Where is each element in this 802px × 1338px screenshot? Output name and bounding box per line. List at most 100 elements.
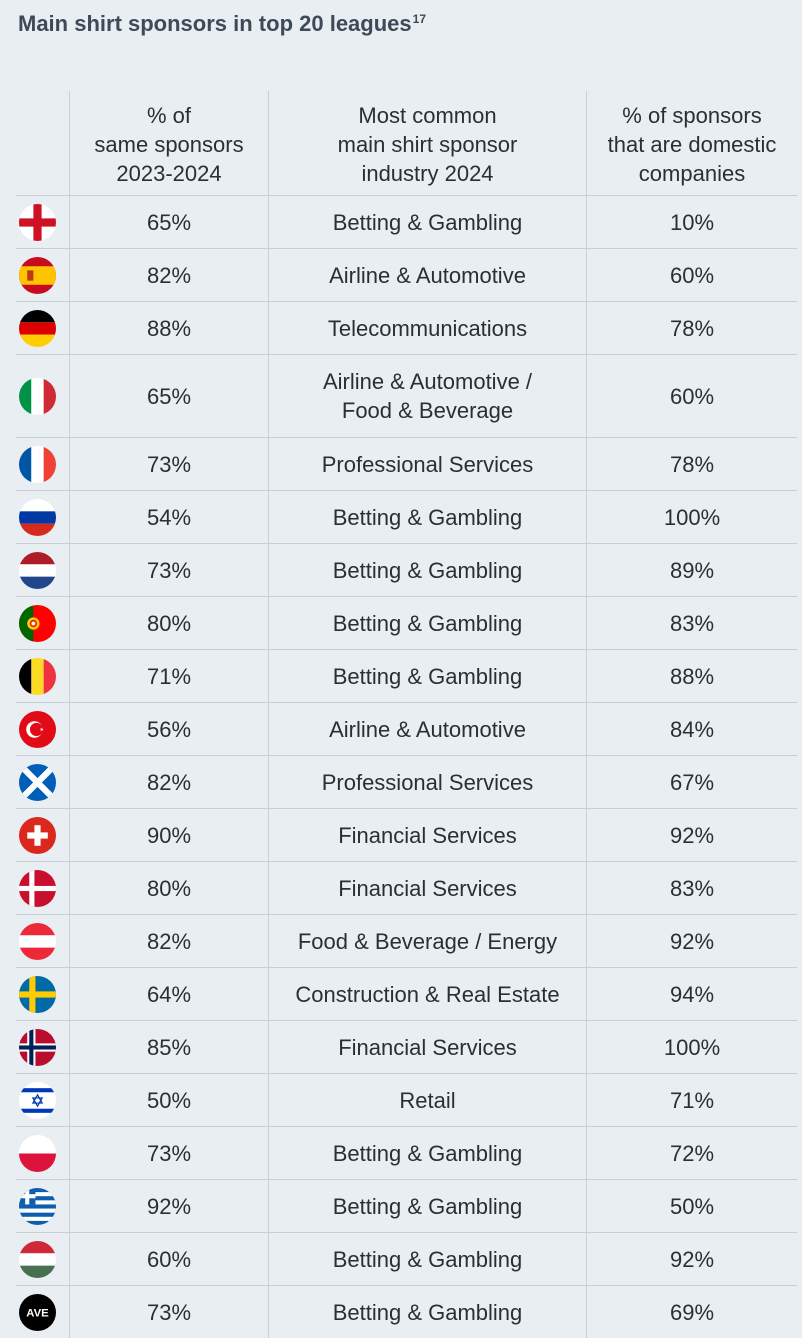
- header-line: companies: [638, 160, 746, 186]
- header-line: Most common: [358, 102, 497, 128]
- flag-cell: [16, 302, 69, 354]
- flag-cell: [16, 756, 69, 808]
- industry-value: Telecommunications: [327, 315, 528, 341]
- norway-flag-icon: [19, 1028, 56, 1066]
- industry-value: Professional Services: [321, 451, 534, 477]
- russia-flag-icon: [19, 498, 56, 536]
- domestic-value: 92%: [586, 1233, 797, 1285]
- table-row: 73% Professional Services 78%: [16, 438, 797, 491]
- flag-cell: [16, 1127, 69, 1179]
- industry-cell: Betting & Gambling: [268, 491, 586, 543]
- table-row: 71% Betting & Gambling 88%: [16, 650, 797, 703]
- same-sponsors-value: 50%: [69, 1074, 268, 1126]
- domestic-value: 84%: [586, 703, 797, 755]
- france-flag-icon: [19, 445, 56, 483]
- domestic-value: 50%: [586, 1180, 797, 1232]
- table-row: 56% Airline & Automotive 84%: [16, 703, 797, 756]
- header-line: same sponsors: [94, 131, 244, 157]
- domestic-value: 100%: [586, 1021, 797, 1073]
- turkey-flag-icon: [19, 710, 56, 748]
- industry-cell: Betting & Gambling: [268, 1127, 586, 1179]
- flag-cell: [16, 438, 69, 490]
- industry-value: Financial Services: [338, 1034, 517, 1060]
- same-sponsors-value: 92%: [69, 1180, 268, 1232]
- same-sponsors-value: 54%: [69, 491, 268, 543]
- israel-flag-icon: [19, 1081, 56, 1119]
- same-sponsors-value: 80%: [69, 862, 268, 914]
- table-row: 65% Betting & Gambling 10%: [16, 196, 797, 249]
- industry-cell: Financial Services: [268, 862, 586, 914]
- domestic-value: 60%: [586, 355, 797, 437]
- industry-value: Betting & Gambling: [332, 557, 523, 583]
- industry-cell: Betting & Gambling: [268, 650, 586, 702]
- table-row: 60% Betting & Gambling 92%: [16, 1233, 797, 1286]
- header-line: 2023-2024: [116, 160, 222, 186]
- domestic-value: 92%: [586, 809, 797, 861]
- industry-value: Betting & Gambling: [332, 1140, 523, 1166]
- same-sponsors-value: 71%: [69, 650, 268, 702]
- table-row: 50% Retail 71%: [16, 1074, 797, 1127]
- industry-value: Betting & Gambling: [332, 610, 523, 636]
- header-line: % of sponsors: [622, 102, 762, 128]
- same-sponsors-value: 82%: [69, 915, 268, 967]
- table-row: 85% Financial Services 100%: [16, 1021, 797, 1074]
- industry-cell: Betting & Gambling: [268, 1233, 586, 1285]
- domestic-value: 89%: [586, 544, 797, 596]
- industry-cell: Airline & Automotive: [268, 703, 586, 755]
- same-sponsors-value: 90%: [69, 809, 268, 861]
- domestic-value: 67%: [586, 756, 797, 808]
- domestic-value: 78%: [586, 302, 797, 354]
- table-header: % of same sponsors 2023-2024 Most common…: [16, 91, 797, 196]
- domestic-value: 72%: [586, 1127, 797, 1179]
- title-footnote: 17: [412, 11, 426, 26]
- table-row: 90% Financial Services 92%: [16, 809, 797, 862]
- industry-cell: Construction & Real Estate: [268, 968, 586, 1020]
- header-domestic: % of sponsors that are domestic companie…: [586, 91, 797, 195]
- table-row: 73% Betting & Gambling 72%: [16, 1127, 797, 1180]
- ave-badge-icon: AVE: [19, 1293, 56, 1331]
- industry-cell: Financial Services: [268, 809, 586, 861]
- industry-value: Betting & Gambling: [332, 1193, 523, 1219]
- header-flag-spacer: [16, 91, 69, 195]
- industry-value: Construction & Real Estate: [295, 981, 560, 1007]
- domestic-value: 94%: [586, 968, 797, 1020]
- industry-cell: Food & Beverage / Energy: [268, 915, 586, 967]
- industry-cell: Retail: [268, 1074, 586, 1126]
- industry-value: Professional Services: [321, 769, 534, 795]
- sponsors-table: % of same sponsors 2023-2024 Most common…: [16, 91, 797, 1338]
- same-sponsors-value: 73%: [69, 1127, 268, 1179]
- industry-cell: Telecommunications: [268, 302, 586, 354]
- same-sponsors-value: 73%: [69, 544, 268, 596]
- flag-cell: [16, 597, 69, 649]
- spain-flag-icon: [19, 256, 56, 294]
- same-sponsors-value: 82%: [69, 249, 268, 301]
- industry-value: Betting & Gambling: [332, 1299, 523, 1325]
- industry-cell: Betting & Gambling: [268, 597, 586, 649]
- industry-cell: Betting & Gambling: [268, 1180, 586, 1232]
- flag-cell: [16, 491, 69, 543]
- same-sponsors-value: 73%: [69, 438, 268, 490]
- poland-flag-icon: [19, 1134, 56, 1172]
- industry-value: Betting & Gambling: [332, 663, 523, 689]
- table-row: 82% Airline & Automotive 60%: [16, 249, 797, 302]
- table-row: 54% Betting & Gambling 100%: [16, 491, 797, 544]
- industry-cell: Professional Services: [268, 756, 586, 808]
- domestic-value: 83%: [586, 862, 797, 914]
- sweden-flag-icon: [19, 975, 56, 1013]
- same-sponsors-value: 82%: [69, 756, 268, 808]
- domestic-value: 83%: [586, 597, 797, 649]
- domestic-value: 78%: [586, 438, 797, 490]
- austria-flag-icon: [19, 922, 56, 960]
- page-title: Main shirt sponsors in top 20 leagues17: [18, 11, 426, 36]
- industry-value: Airline & Automotive: [329, 716, 526, 742]
- industry-value: Airline & Automotive /: [322, 369, 533, 394]
- same-sponsors-value: 56%: [69, 703, 268, 755]
- industry-cell: Betting & Gambling: [268, 196, 586, 248]
- flag-cell: [16, 249, 69, 301]
- flag-cell: [16, 1233, 69, 1285]
- header-line: main shirt sponsor: [337, 131, 518, 157]
- industry-value: Betting & Gambling: [332, 1246, 523, 1272]
- flag-cell: [16, 862, 69, 914]
- table-row: 88% Telecommunications 78%: [16, 302, 797, 355]
- belgium-flag-icon: [19, 657, 56, 695]
